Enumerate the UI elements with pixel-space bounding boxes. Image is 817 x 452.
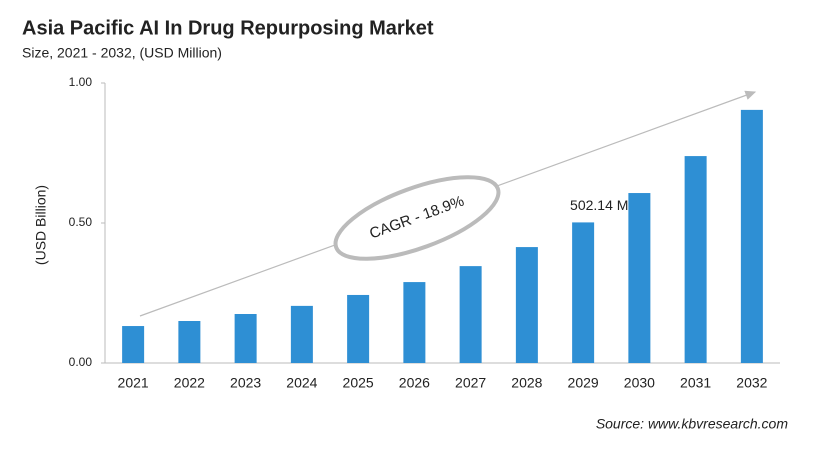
x-tick-label: 2023 — [230, 375, 261, 391]
bar — [122, 326, 145, 363]
x-tick-label: 2025 — [343, 375, 374, 391]
x-tick-label: 2024 — [286, 375, 317, 391]
bar — [178, 321, 201, 363]
bar — [740, 109, 763, 363]
x-tick-label: 2029 — [568, 375, 599, 391]
x-tick-label: 2028 — [511, 375, 542, 391]
bar — [572, 222, 595, 363]
bar — [628, 193, 651, 363]
y-tick-label: 0.50 — [69, 215, 93, 229]
y-tick-label: 0.00 — [69, 355, 93, 369]
y-tick-label: 1.00 — [69, 75, 93, 89]
bar — [684, 156, 707, 363]
bar — [403, 282, 426, 363]
bar — [234, 314, 257, 363]
bar — [515, 247, 538, 363]
x-tick-label: 2022 — [174, 375, 205, 391]
x-tick-label: 2026 — [399, 375, 430, 391]
bar — [290, 305, 313, 363]
source: Source: www.kbvresearch.com — [596, 416, 789, 432]
cagr-ellipse — [333, 175, 501, 261]
bar — [347, 294, 370, 363]
y-axis-label: (USD Billion) — [33, 185, 49, 265]
chart-subtitle: Size, 2021 - 2032, (USD Million) — [22, 45, 222, 61]
x-tick-label: 2032 — [736, 375, 767, 391]
x-tick-label: 2031 — [680, 375, 711, 391]
bar — [459, 266, 482, 363]
x-tick-label: 2030 — [624, 375, 655, 391]
chart-title: Asia Pacific AI In Drug Repurposing Mark… — [22, 17, 434, 39]
x-tick-label: 2021 — [118, 375, 149, 391]
x-tick-label: 2027 — [455, 375, 486, 391]
data-label: 502.14 Mn — [570, 197, 636, 213]
